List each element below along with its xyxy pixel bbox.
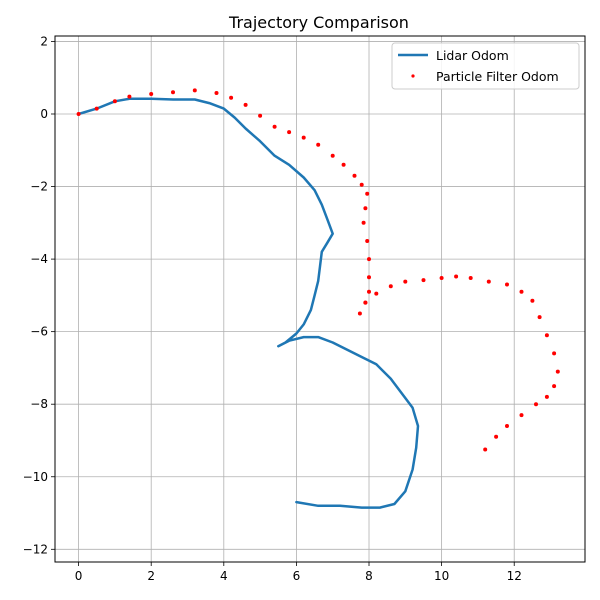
- y-tick-label: −4: [30, 252, 48, 266]
- particle-filter-point: [519, 289, 524, 294]
- particle-filter-point: [357, 311, 362, 316]
- particle-filter-point: [243, 102, 248, 107]
- particle-filter-point: [530, 298, 535, 303]
- particle-filter-point: [388, 284, 393, 289]
- x-tick-label: 8: [365, 569, 373, 583]
- y-tick-label: −6: [30, 325, 48, 339]
- particle-filter-point: [365, 239, 370, 243]
- particle-filter-point: [214, 91, 219, 95]
- particle-filter-point: [367, 289, 371, 294]
- particle-filter-point: [494, 434, 499, 439]
- particle-filter-point: [421, 278, 426, 283]
- particle-filter-point: [287, 130, 292, 135]
- particle-filter-point: [94, 106, 99, 111]
- particle-filter-point: [352, 173, 357, 178]
- legend-frame: [391, 42, 580, 90]
- y-tick-label: −12: [23, 542, 48, 556]
- particle-filter-point: [229, 95, 234, 100]
- particle-filter-point: [374, 291, 379, 296]
- particle-filter-point: [367, 257, 371, 262]
- particle-filter-point: [439, 276, 444, 280]
- particle-filter-point: [544, 394, 549, 399]
- particle-filter-point: [301, 135, 306, 140]
- y-tick-label: 0: [40, 107, 48, 121]
- particle-filter-point: [149, 92, 154, 96]
- particle-filter-point: [367, 275, 371, 280]
- particle-filter-point: [483, 447, 488, 452]
- particle-filter-point: [534, 402, 538, 407]
- particle-filter-point: [361, 220, 366, 225]
- legend: Lidar Odom Particle Filter Odom: [391, 42, 580, 90]
- y-tick-label: −8: [30, 397, 48, 411]
- plot-series: [76, 88, 560, 509]
- particle-filter-point: [468, 276, 473, 280]
- particle-filter-point: [505, 282, 509, 287]
- particle-filter-point: [359, 182, 364, 187]
- particle-filter-point: [454, 274, 459, 279]
- lidar-odom-line: [77, 97, 420, 509]
- y-tick-label: −10: [23, 470, 48, 484]
- y-tick-label: 2: [40, 34, 48, 48]
- particle-filter-point: [341, 162, 346, 167]
- particle-filter-point: [544, 333, 549, 338]
- particle-filter-point: [76, 112, 81, 116]
- particle-filter-point: [555, 369, 560, 374]
- x-tick-label: 2: [147, 569, 155, 583]
- particle-filter-point: [112, 99, 117, 104]
- legend-particle-dot-swatch: [411, 74, 415, 78]
- particle-filter-point: [258, 113, 263, 118]
- y-tick-label: −2: [30, 180, 48, 194]
- particle-filter-point: [403, 279, 408, 284]
- particle-filter-point: [272, 124, 277, 129]
- legend-lidar-label: Lidar Odom: [436, 48, 509, 63]
- particle-filter-point: [519, 413, 524, 418]
- x-tick-label: 12: [507, 569, 522, 583]
- x-tick-label: 4: [220, 569, 228, 583]
- particle-filter-point: [316, 142, 321, 147]
- grid: [55, 36, 585, 562]
- particle-filter-point: [537, 315, 542, 320]
- plot-frame: [54, 35, 586, 563]
- axis-ticks: 0 2 4 6 8 10 12 −12 −10 −8 −6 −4 −2 0 2: [23, 34, 522, 583]
- chart-title: Trajectory Comparison: [228, 13, 409, 32]
- particle-filter-point: [127, 94, 132, 99]
- legend-particle-label: Particle Filter Odom: [436, 69, 559, 84]
- particle-filter-point: [363, 206, 368, 211]
- particle-filter-point: [192, 88, 197, 93]
- particle-filter-point: [171, 90, 175, 95]
- particle-filter-point: [552, 351, 557, 356]
- particle-filter-point: [365, 191, 370, 196]
- x-tick-label: 10: [434, 569, 449, 583]
- x-tick-label: 0: [75, 569, 83, 583]
- particle-filter-point: [486, 279, 491, 284]
- particle-filter-point: [330, 153, 335, 158]
- particle-filter-point: [505, 424, 509, 428]
- particle-filter-point: [363, 300, 368, 305]
- x-tick-label: 6: [293, 569, 301, 583]
- particle-filter-point: [552, 384, 557, 389]
